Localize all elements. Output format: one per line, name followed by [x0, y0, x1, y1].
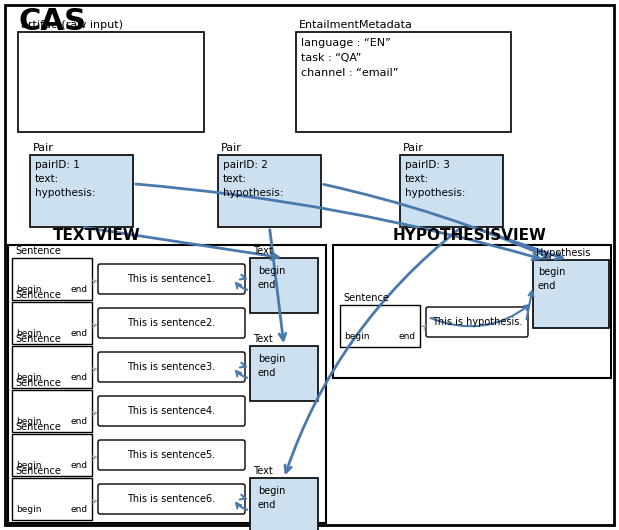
- Text: Pair: Pair: [221, 143, 242, 153]
- Bar: [18, 32, 204, 132]
- Text: CAS: CAS: [18, 7, 86, 36]
- Text: begin: begin: [16, 461, 41, 470]
- Text: EntailmentMetadata: EntailmentMetadata: [299, 20, 413, 30]
- Text: end: end: [71, 505, 88, 514]
- Text: This is hypothesis.: This is hypothesis.: [432, 317, 522, 327]
- Text: This is sentence4.: This is sentence4.: [128, 406, 215, 416]
- Text: begin
end: begin end: [538, 267, 565, 291]
- Text: Sentence: Sentence: [343, 293, 389, 303]
- Text: Sentence: Sentence: [15, 290, 61, 300]
- Text: pairID: 2
text:
hypothesis:: pairID: 2 text: hypothesis:: [223, 160, 284, 198]
- Text: pairID: 1
text:
hypothesis:: pairID: 1 text: hypothesis:: [35, 160, 95, 198]
- Text: Sentence: Sentence: [15, 378, 61, 388]
- Text: Text: Text: [253, 466, 273, 476]
- Text: begin: begin: [16, 285, 41, 294]
- Bar: [12, 346, 92, 388]
- Text: begin
end: begin end: [258, 354, 285, 378]
- Text: begin
end: begin end: [258, 266, 285, 290]
- Bar: [12, 258, 92, 300]
- Text: Sentence: Sentence: [15, 246, 61, 256]
- FancyBboxPatch shape: [426, 307, 528, 337]
- FancyBboxPatch shape: [98, 264, 245, 294]
- Text: begin: begin: [344, 332, 370, 341]
- Text: This is sentence5.: This is sentence5.: [128, 450, 215, 460]
- Text: end: end: [71, 329, 88, 338]
- Text: Pair: Pair: [33, 143, 54, 153]
- Text: begin: begin: [16, 373, 41, 382]
- Text: Sentence: Sentence: [15, 422, 61, 432]
- Text: Sentence: Sentence: [15, 466, 61, 476]
- FancyBboxPatch shape: [98, 396, 245, 426]
- FancyBboxPatch shape: [98, 440, 245, 470]
- FancyBboxPatch shape: [98, 308, 245, 338]
- Text: HYPOTHESISVIEW: HYPOTHESISVIEW: [393, 228, 547, 243]
- Text: end: end: [71, 285, 88, 294]
- Text: begin: begin: [16, 505, 41, 514]
- Bar: [12, 434, 92, 476]
- Text: Pair: Pair: [403, 143, 424, 153]
- Bar: [250, 346, 318, 401]
- FancyBboxPatch shape: [98, 484, 245, 514]
- Bar: [8, 245, 326, 523]
- Text: artifact(raw input): artifact(raw input): [21, 20, 123, 30]
- Bar: [218, 155, 321, 227]
- Text: begin: begin: [16, 329, 41, 338]
- Text: end: end: [71, 461, 88, 470]
- Text: This is sentence3.: This is sentence3.: [128, 362, 215, 372]
- FancyBboxPatch shape: [98, 352, 245, 382]
- Bar: [250, 478, 318, 530]
- Text: Hypothesis: Hypothesis: [536, 248, 591, 258]
- Text: end: end: [71, 373, 88, 382]
- Bar: [12, 302, 92, 344]
- Bar: [340, 305, 420, 347]
- Bar: [12, 478, 92, 520]
- Bar: [333, 245, 611, 378]
- Bar: [533, 260, 609, 328]
- Bar: [296, 32, 511, 132]
- Text: begin
end: begin end: [258, 486, 285, 510]
- Bar: [400, 155, 503, 227]
- Text: Text: Text: [253, 246, 273, 256]
- Text: TEXTVIEW: TEXTVIEW: [53, 228, 141, 243]
- Bar: [12, 390, 92, 432]
- Text: Sentence: Sentence: [15, 334, 61, 344]
- Text: This is sentence6.: This is sentence6.: [128, 494, 215, 504]
- Bar: [250, 258, 318, 313]
- Bar: [30, 155, 133, 227]
- Text: language : “EN”
task : “QA”
channel : “email”: language : “EN” task : “QA” channel : “e…: [301, 38, 399, 77]
- Text: This is sentence2.: This is sentence2.: [128, 318, 215, 328]
- Text: This is sentence1.: This is sentence1.: [128, 274, 215, 284]
- Text: end: end: [399, 332, 416, 341]
- Text: pairID: 3
text:
hypothesis:: pairID: 3 text: hypothesis:: [405, 160, 465, 198]
- Text: begin: begin: [16, 417, 41, 426]
- Text: Text: Text: [253, 334, 273, 344]
- Text: end: end: [71, 417, 88, 426]
